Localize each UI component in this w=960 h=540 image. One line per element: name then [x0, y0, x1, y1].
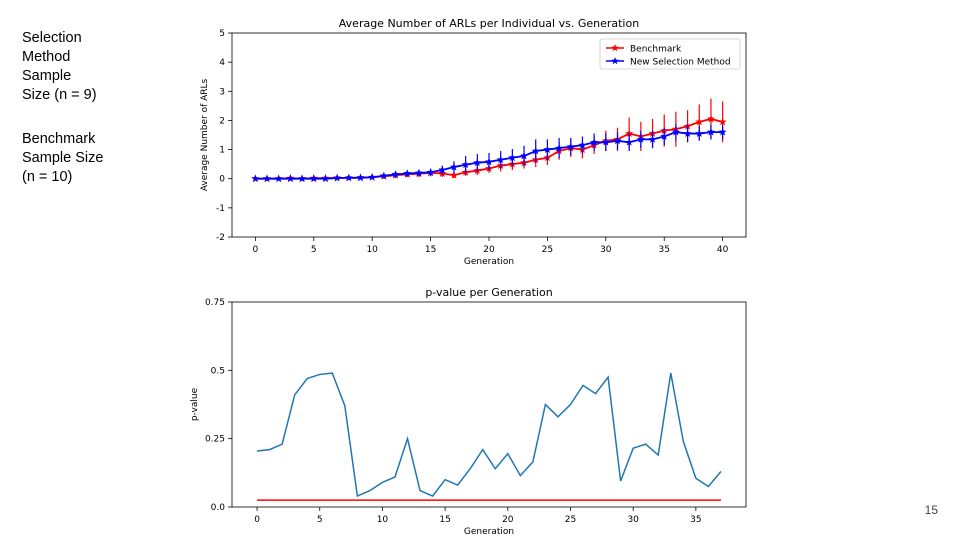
- data-point: [426, 168, 435, 176]
- data-point: [625, 129, 634, 137]
- data-point: [671, 127, 680, 136]
- data-point: [683, 129, 692, 137]
- data-point: [695, 117, 704, 126]
- x-axis-label: Generation: [464, 527, 514, 537]
- y-tick-label: 0: [219, 175, 225, 185]
- plot-frame: [231, 301, 747, 508]
- legend-swatch-marker: [611, 57, 619, 65]
- data-point: [391, 170, 400, 178]
- data-point: [543, 145, 552, 153]
- data-point: [368, 173, 377, 181]
- data-point: [695, 129, 704, 137]
- arl-chart: Average Number of ARLs per Individual vs…: [200, 17, 747, 267]
- data-point: [648, 135, 657, 143]
- data-point: [438, 165, 447, 174]
- data-point: [590, 138, 599, 146]
- data-point: [309, 174, 318, 183]
- data-point: [706, 114, 715, 123]
- y-tick-label: -2: [216, 233, 225, 243]
- benchmark-sample-size-note: Benchmark Sample Size (n = 10): [22, 131, 104, 185]
- legend-swatch-marker: [611, 44, 619, 52]
- x-tick-label: 0: [254, 515, 260, 525]
- data-point: [403, 169, 412, 177]
- y-axis-label: Average Number of ARLs: [200, 78, 210, 191]
- data-point: [706, 127, 715, 136]
- series-new-selection-method: [251, 123, 727, 183]
- x-tick-label: 20: [483, 245, 495, 255]
- data-point: [461, 160, 470, 169]
- legend-box: [599, 38, 741, 70]
- data-point: [286, 174, 295, 183]
- x-tick-label: 15: [425, 245, 436, 255]
- data-point: [718, 117, 727, 126]
- x-tick-label: 35: [659, 245, 670, 255]
- data-point: [636, 135, 645, 143]
- series-line: [256, 372, 722, 498]
- x-tick-label: 25: [542, 245, 553, 255]
- y-axis-label: p-value: [190, 387, 200, 421]
- data-point: [531, 146, 540, 155]
- data-point: [496, 155, 505, 164]
- y-tick-label: 1: [219, 146, 225, 156]
- data-point: [660, 132, 669, 140]
- data-point: [718, 127, 727, 136]
- data-point: [344, 173, 353, 182]
- data-point: [508, 153, 517, 162]
- x-tick-label: 10: [377, 515, 389, 525]
- pvalue-chart: p-value per Generation 0 5 10 15 20 25 30 35 0.0 0…: [190, 286, 747, 537]
- y-tick-label: 0.0: [211, 503, 226, 513]
- data-point: [473, 158, 482, 167]
- data-point: [274, 174, 283, 183]
- legend-label: Benchmark: [630, 45, 682, 55]
- data-point: [449, 171, 458, 179]
- legend-label: New Selection Method: [630, 58, 731, 68]
- x-axis-label: Generation: [464, 257, 514, 267]
- data-point: [356, 173, 365, 182]
- data-point: [601, 138, 610, 146]
- data-point: [251, 174, 260, 183]
- x-tick-label: 30: [627, 515, 639, 525]
- data-point: [449, 162, 458, 171]
- data-point: [520, 151, 529, 160]
- x-tick-label: 20: [502, 515, 514, 525]
- y-tick-label: -1: [216, 204, 225, 214]
- data-point: [566, 142, 575, 151]
- y-tick-label: 0.25: [205, 435, 225, 445]
- data-point: [321, 174, 330, 183]
- x-tick-label: 0: [252, 245, 258, 255]
- x-tick-label: 15: [439, 515, 450, 525]
- y-tick-label: 4: [219, 58, 225, 68]
- data-point: [298, 174, 307, 183]
- y-tick-label: 5: [219, 29, 225, 39]
- selection-sample-size-note: Selection Method Sample Size (n = 9): [22, 30, 97, 103]
- legend: Benchmark New Selection Method: [599, 38, 741, 70]
- x-tick-label: 40: [717, 245, 729, 255]
- data-point: [263, 174, 272, 183]
- data-point: [555, 143, 564, 152]
- x-tick-label: 10: [366, 245, 378, 255]
- x-tick-label: 25: [565, 515, 576, 525]
- y-tick-label: 0.75: [205, 298, 225, 308]
- data-point: [333, 173, 342, 182]
- chart-title: p-value per Generation: [425, 286, 552, 299]
- x-tick-label: 35: [690, 515, 701, 525]
- x-tick-label: 5: [317, 515, 323, 525]
- y-tick-label: 2: [219, 116, 225, 126]
- chart-title: Average Number of ARLs per Individual vs…: [339, 17, 639, 30]
- data-point: [485, 157, 493, 166]
- x-tick-label: 5: [311, 245, 317, 255]
- data-point: [379, 171, 388, 180]
- data-point: [414, 168, 423, 177]
- y-tick-label: 0.5: [211, 366, 225, 376]
- y-tick-label: 3: [219, 87, 225, 97]
- page-number: 15: [924, 503, 938, 517]
- x-tick-label: 30: [600, 245, 612, 255]
- data-point: [578, 141, 587, 149]
- series-line-0: [256, 372, 722, 498]
- data-point: [625, 138, 634, 146]
- data-point: [613, 136, 622, 145]
